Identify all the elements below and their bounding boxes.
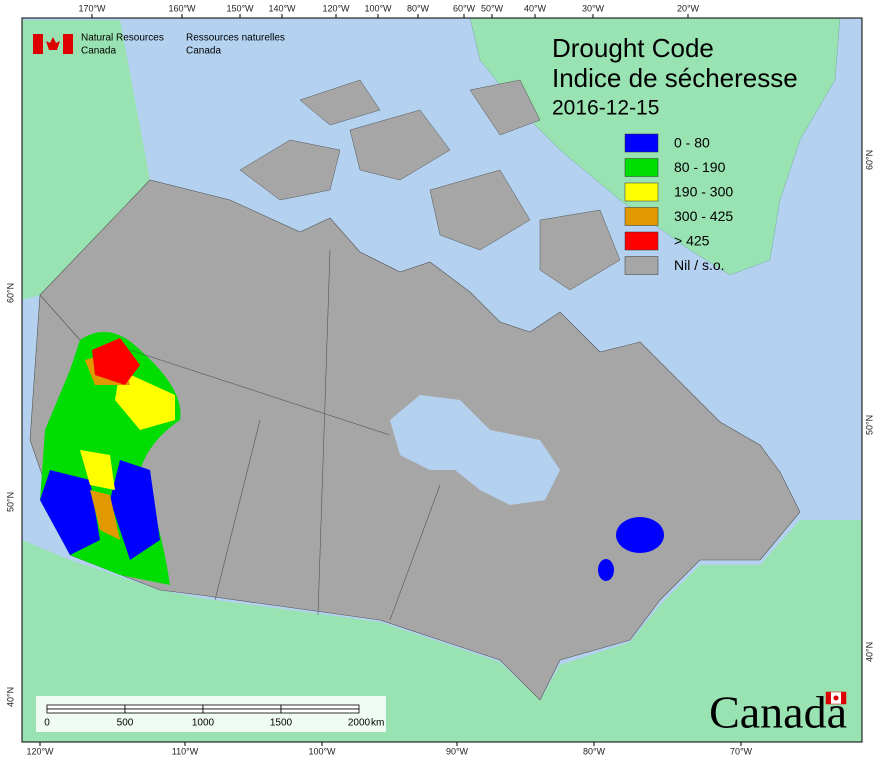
scale-segment bbox=[46, 704, 126, 710]
scale-label: 1000 bbox=[192, 718, 215, 729]
scale-segment bbox=[46, 708, 126, 714]
graticule-label: 60°W bbox=[453, 3, 476, 13]
graticule-label: 150°W bbox=[226, 3, 254, 13]
graticule-label: 140°W bbox=[268, 3, 296, 13]
legend-label: > 425 bbox=[674, 233, 710, 249]
boundary bbox=[214, 419, 261, 601]
scale-label: 1500 bbox=[270, 718, 293, 729]
graticule-label: 40°N bbox=[5, 687, 15, 707]
scale-label: 500 bbox=[117, 718, 134, 729]
arctic-islands bbox=[239, 79, 621, 291]
graticule-label: 80°W bbox=[583, 746, 606, 756]
scale-segment bbox=[280, 704, 360, 710]
graticule-label: 20°W bbox=[677, 3, 700, 13]
graticule-label: 70°W bbox=[730, 746, 753, 756]
graticule-label: 120°W bbox=[322, 3, 350, 13]
boundary bbox=[39, 294, 81, 341]
logo bbox=[33, 34, 73, 54]
legend-swatch bbox=[624, 231, 659, 251]
graticule-label: 50°N bbox=[5, 492, 15, 512]
legend-label: 300 - 425 bbox=[674, 208, 733, 224]
legend-swatch bbox=[624, 256, 659, 275]
wordmark-flag bbox=[825, 691, 847, 705]
graticule-label: 50°N bbox=[864, 415, 874, 435]
graticule-label: 60°N bbox=[5, 283, 15, 303]
graticule-label: 110°W bbox=[172, 746, 199, 756]
flag-leaf bbox=[833, 695, 839, 701]
flag-bar bbox=[33, 34, 43, 54]
legend-swatch bbox=[624, 207, 659, 226]
scale-segment bbox=[280, 708, 360, 714]
quebec-low bbox=[616, 517, 664, 553]
scale-bar: 0 500 1000 1500 2000 km bbox=[36, 696, 386, 732]
alaska bbox=[22, 20, 150, 300]
graticule-label: 90°W bbox=[446, 746, 469, 756]
legend-label: Nil / s.o. bbox=[674, 257, 725, 273]
bc-extreme bbox=[92, 338, 140, 385]
graticule-label: 60°N bbox=[864, 150, 874, 170]
graticule-label: 100°W bbox=[308, 746, 336, 756]
bc-mid bbox=[80, 370, 175, 490]
boundary bbox=[389, 484, 441, 621]
united-states bbox=[22, 520, 862, 742]
legend-label: 0 - 80 bbox=[674, 135, 710, 151]
graticule-label: 160°W bbox=[168, 3, 196, 13]
agency-fr: Canada bbox=[186, 46, 221, 57]
graticule-label: 30°W bbox=[582, 3, 605, 13]
graticule-label: 50°W bbox=[481, 3, 504, 13]
flag-bar bbox=[841, 692, 846, 704]
scale-label: 0 bbox=[44, 718, 50, 729]
title-fr: Indice de sécheresse bbox=[552, 63, 798, 93]
scale-segment bbox=[202, 708, 282, 714]
graticule-label: 40°N bbox=[864, 642, 874, 662]
legend-label: 80 - 190 bbox=[674, 159, 726, 175]
map-area bbox=[22, 17, 862, 742]
graticule-label: 120°W bbox=[26, 746, 54, 756]
scale-segment bbox=[124, 704, 204, 710]
quebec-low-2 bbox=[598, 559, 614, 581]
boundary bbox=[129, 349, 391, 436]
bc-low bbox=[40, 460, 160, 560]
scale-unit: km bbox=[371, 718, 384, 729]
agency-en: Canada bbox=[81, 46, 116, 57]
wordmark: Canada bbox=[709, 687, 847, 738]
flag-bar bbox=[63, 34, 73, 54]
hudson-bay bbox=[390, 395, 560, 505]
title-en: Drought Code bbox=[552, 33, 714, 63]
scale-segment bbox=[202, 704, 282, 710]
agency-fr: Ressources naturelles bbox=[186, 33, 285, 44]
graticule-label: 40°W bbox=[524, 3, 547, 13]
legend-swatch bbox=[624, 182, 659, 202]
flag-bar bbox=[826, 692, 831, 704]
title-date: 2016-12-15 bbox=[552, 97, 659, 120]
legend-swatch bbox=[624, 133, 659, 153]
scale-segment bbox=[124, 708, 204, 714]
legend-swatch bbox=[624, 158, 659, 177]
scale-label: 2000 bbox=[348, 718, 371, 729]
map-border bbox=[21, 17, 863, 743]
agency-en: Natural Resources bbox=[81, 33, 164, 44]
boundary bbox=[317, 249, 331, 616]
flag-leaf bbox=[46, 37, 60, 50]
graticule-label: 100°W bbox=[364, 3, 392, 13]
scale-bg bbox=[36, 696, 386, 732]
graticule-label: 80°W bbox=[407, 3, 430, 13]
graticule-label: 170°W bbox=[78, 3, 106, 13]
bc-high bbox=[85, 350, 130, 540]
legend: 0 - 80 80 - 190 190 - 300 300 - 425 > 425 Nil… bbox=[624, 133, 733, 275]
legend-label: 190 - 300 bbox=[674, 184, 733, 200]
